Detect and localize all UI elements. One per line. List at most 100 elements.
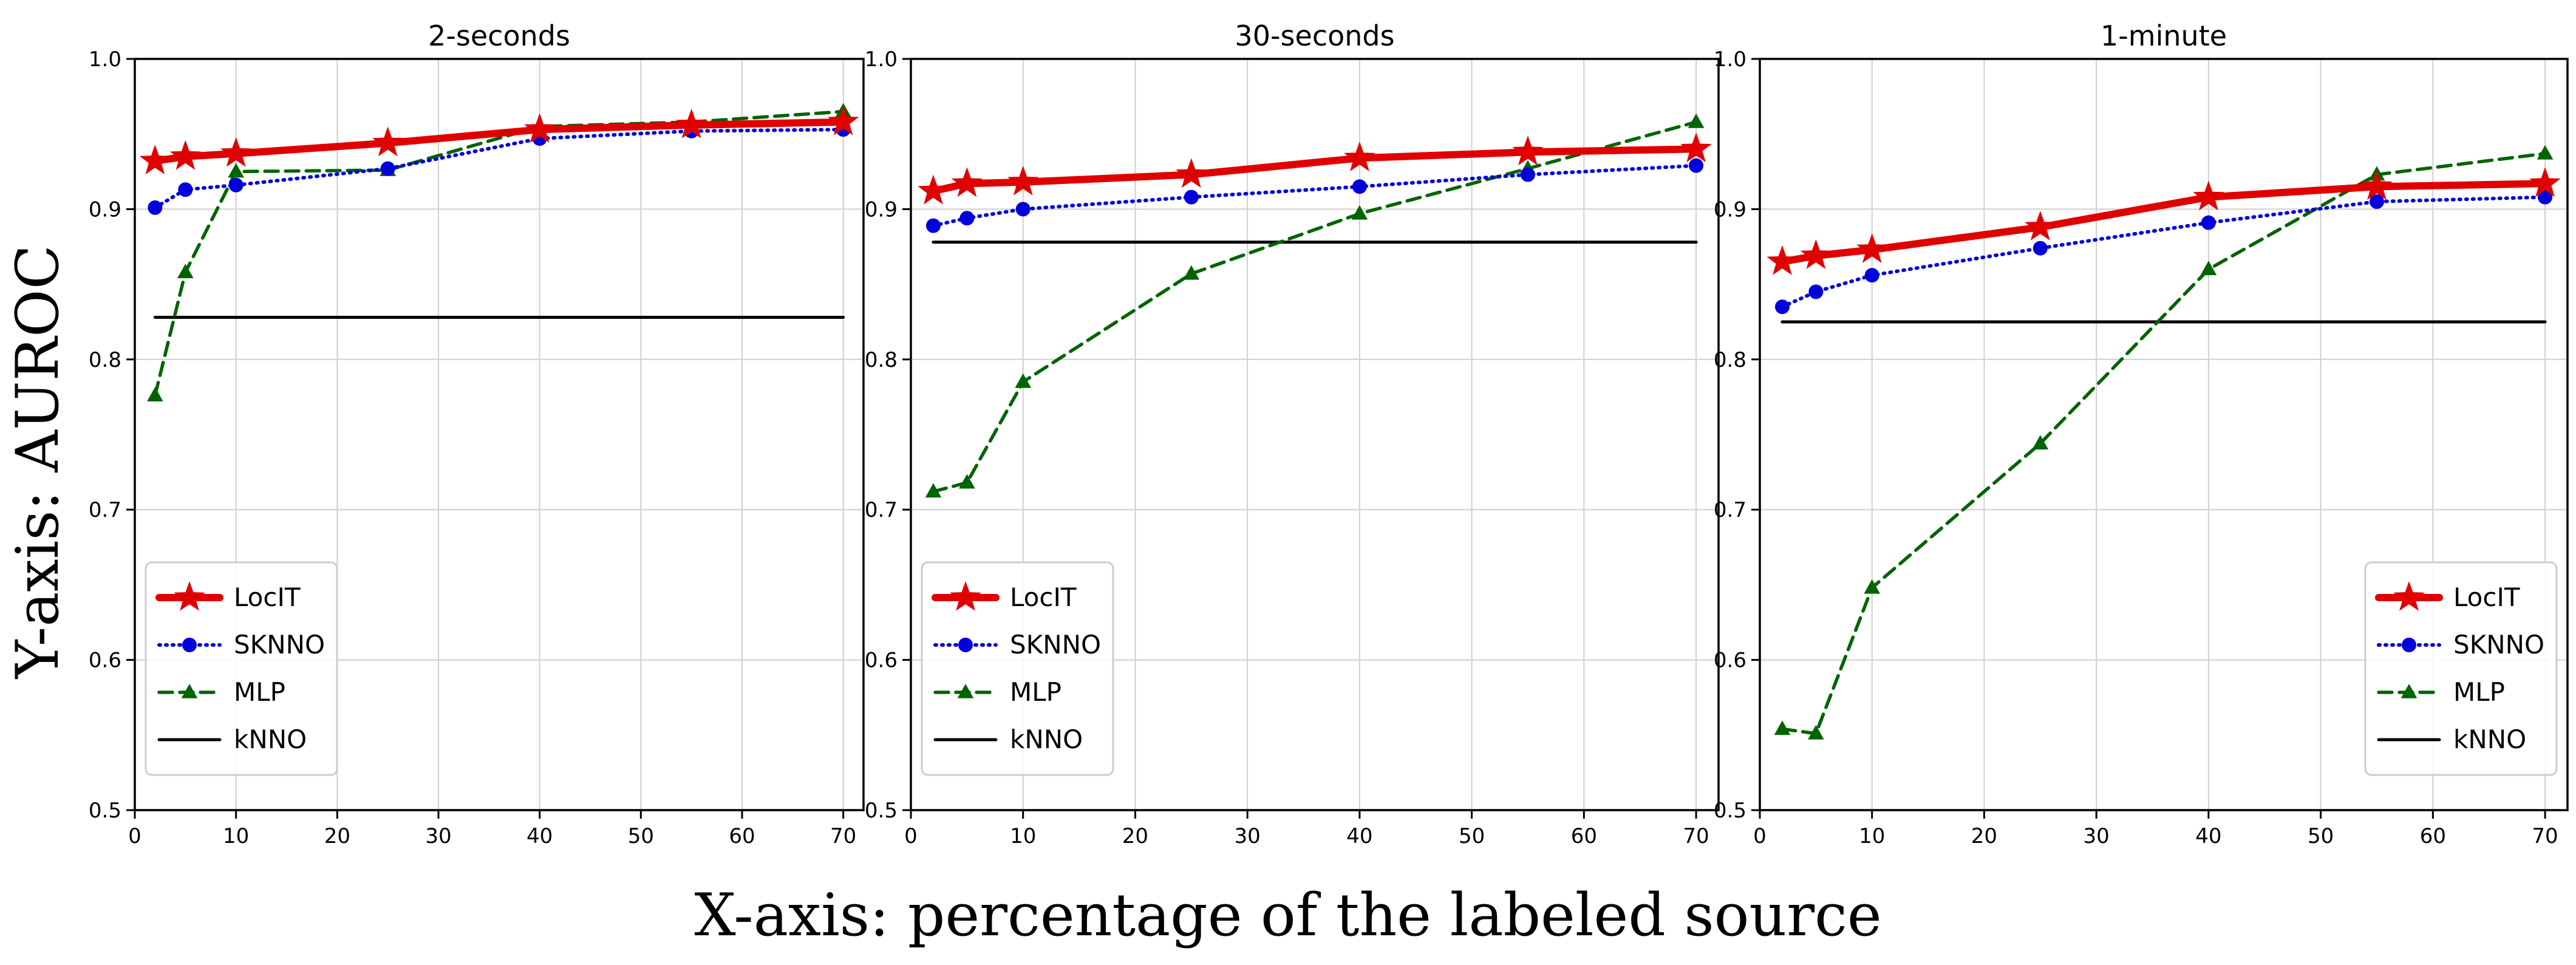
mlp-point-0 — [1774, 720, 1791, 735]
locit-point-2 — [1856, 233, 1888, 263]
locit-point-5 — [676, 108, 707, 138]
x-tick-label-6: 60 — [2420, 824, 2446, 848]
x-tick-label-3: 30 — [425, 824, 451, 848]
x-tick-label-4: 40 — [526, 824, 553, 848]
y-tick-label-3: 0.8 — [89, 348, 121, 372]
x-axis-label: X-axis: percentage of the labeled source — [694, 881, 1881, 949]
locit-point-4 — [524, 113, 556, 143]
sknno-point-1 — [1808, 284, 1824, 299]
locit-point-0 — [139, 145, 171, 175]
x-tick-label-7: 70 — [1683, 824, 1709, 848]
y-tick-label-5: 1.0 — [865, 47, 898, 72]
x-tick-label-1: 10 — [223, 824, 249, 848]
y-ticks: 0.5 0.6 0.7 0.8 0.9 1.0 — [1714, 47, 1760, 823]
locit-point-5 — [2361, 170, 2393, 200]
mlp-point-2 — [228, 163, 244, 178]
sknno-point-6 — [2538, 189, 2553, 205]
mlp-point-3 — [2032, 435, 2049, 450]
x-tick-label-1: 10 — [1010, 824, 1036, 848]
locit-point-1 — [951, 167, 983, 197]
y-tick-label-4: 0.9 — [89, 197, 121, 222]
legend-box — [145, 561, 338, 776]
sknno-point-0 — [148, 200, 163, 215]
y-tick-label-5: 1.0 — [1714, 47, 1746, 72]
x-tick-label-5: 50 — [628, 824, 654, 848]
locit-point-6 — [1680, 132, 1712, 163]
x-tick-label-7: 70 — [830, 824, 856, 848]
locit-point-3 — [1176, 158, 1207, 188]
sknno-point-4 — [2201, 215, 2216, 230]
locit-point-6 — [828, 105, 859, 135]
legend-label-mlp: MLP — [234, 677, 285, 707]
chart-panel-3: 0 10 20 30 40 50 60 70 0.5 0.6 0.7 0.8 0.9 1.0 1-minut… — [1714, 19, 2569, 848]
locit-series — [1767, 167, 2561, 275]
mlp-point-0 — [147, 387, 163, 401]
legend-label-locit: LocIT — [2453, 582, 2520, 612]
mlp-point-1 — [177, 264, 194, 279]
x-tick-label-3: 30 — [1235, 824, 1261, 848]
mlp-point-3 — [1183, 265, 1200, 280]
locit-series — [918, 132, 1712, 205]
y-tick-label-2: 0.7 — [1714, 498, 1746, 522]
legend-label-locit: LocIT — [1010, 582, 1077, 612]
y-tick-label-3: 0.8 — [865, 348, 898, 372]
sknno-point-2 — [1864, 268, 1879, 283]
y-tick-label-5: 1.0 — [89, 47, 121, 72]
legend-label-knno: kNNO — [234, 725, 307, 754]
mlp-point-legend — [957, 684, 974, 698]
x-tick-label-2: 20 — [1122, 824, 1148, 848]
sknno-series — [925, 158, 1704, 233]
x-tick-label-0: 0 — [128, 824, 141, 848]
legend-label-locit: LocIT — [234, 582, 301, 612]
mlp-point-legend — [181, 684, 198, 698]
chart-title: 1-minute — [2101, 19, 2227, 52]
locit-point-5 — [1512, 135, 1544, 166]
locit-point-2 — [220, 137, 252, 167]
locit-point-0 — [1767, 245, 1798, 275]
x-tick-label-4: 40 — [2195, 824, 2221, 848]
legend: LocIT SKNNO MLP kNNO — [2364, 561, 2558, 776]
locit-point-legend — [174, 581, 205, 611]
locit-point-legend — [2393, 581, 2425, 611]
plot-frame — [910, 58, 1720, 811]
locit-point-4 — [1344, 142, 1375, 172]
x-tick-label-0: 0 — [904, 824, 918, 848]
locit-point-1 — [169, 140, 201, 170]
y-ticks: 0.5 0.6 0.7 0.8 0.9 1.0 — [865, 47, 911, 823]
sknno-point-0 — [1774, 299, 1790, 315]
legend-label-knno: kNNO — [2453, 725, 2526, 754]
mlp-point-0 — [925, 483, 942, 498]
x-tick-label-3: 30 — [2084, 824, 2110, 848]
locit-point-legend — [950, 581, 981, 611]
mlp-point-4 — [2200, 261, 2217, 276]
plot-frame — [134, 58, 865, 811]
x-ticks: 0 10 20 30 40 50 60 70 — [128, 810, 856, 848]
y-axis-label: Y-axis: AUROC — [4, 245, 72, 680]
locit-series — [139, 105, 859, 175]
x-tick-label-0: 0 — [1753, 824, 1767, 848]
sknno-point-2 — [1015, 202, 1031, 217]
locit-point-6 — [2529, 167, 2561, 197]
sknno-point-0 — [925, 218, 941, 233]
sknno-point-5 — [1520, 167, 1535, 182]
y-tick-label-0: 0.5 — [1714, 799, 1746, 823]
sknno-point-3 — [1184, 189, 1199, 205]
sknno-point-2 — [228, 177, 244, 193]
y-tick-label-0: 0.5 — [89, 799, 121, 823]
legend: LocIT SKNNO MLP kNNO — [145, 561, 338, 776]
legend-box — [2364, 561, 2558, 776]
mlp-point-6 — [2537, 145, 2554, 160]
locit-point-0 — [918, 174, 949, 205]
legend-label-mlp: MLP — [2453, 677, 2505, 707]
y-tick-label-1: 0.6 — [89, 649, 121, 673]
legend: LocIT SKNNO MLP kNNO — [921, 561, 1114, 776]
x-tick-label-5: 50 — [2308, 824, 2334, 848]
panels: 0 10 20 30 40 50 60 700.50.60.70.80.91.02-secon… — [89, 19, 2569, 848]
sknno-point-6 — [1689, 158, 1704, 173]
locit-point-3 — [2025, 211, 2056, 240]
legend-label-sknno: SKNNO — [1010, 630, 1101, 660]
mlp-point-legend — [2401, 684, 2418, 698]
mlp-point-1 — [1808, 725, 1824, 740]
locit-point-3 — [372, 126, 404, 157]
